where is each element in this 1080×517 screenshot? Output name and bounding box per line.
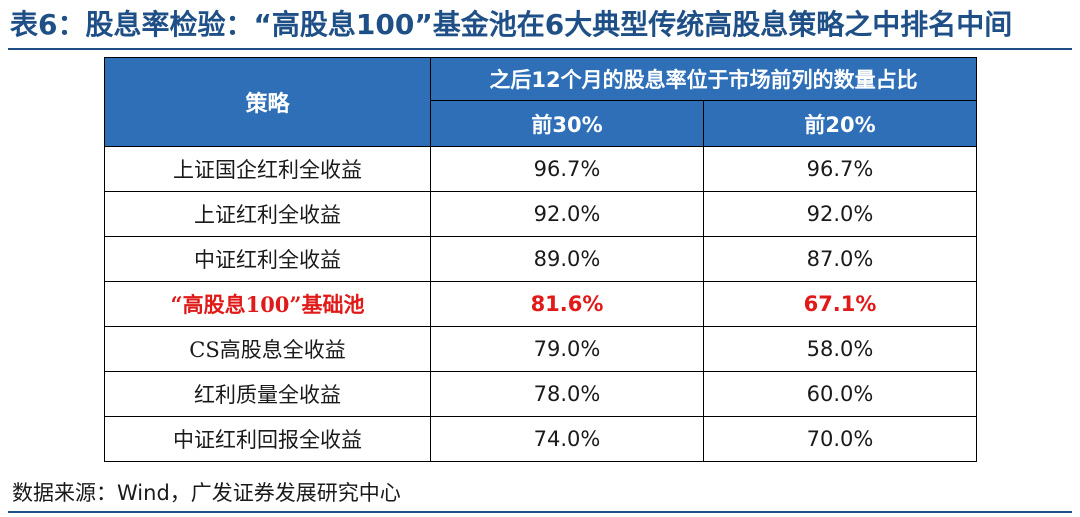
strategy-name-cell: 上证红利全收益: [104, 191, 431, 237]
bottom-divider: [8, 511, 1072, 513]
strategy-name-cell: 上证国企红利全收益: [104, 146, 431, 192]
top20-value-cell: 58.0%: [702, 326, 978, 372]
title-divider: [8, 48, 1072, 50]
top20-value-cell: 60.0%: [702, 371, 978, 417]
page-title: 表6：股息率检验：“高股息100”基金池在6大典型传统高股息策略之中排名中间: [10, 8, 1013, 41]
strategy-name-cell: 红利质量全收益: [104, 371, 431, 417]
top20-value-cell: 67.1%: [702, 281, 978, 327]
top30-value-cell: 78.0%: [430, 371, 704, 417]
top30-value-cell: 92.0%: [430, 191, 704, 237]
group-column-header: 之后12个月的股息率位于市场前列的数量占比: [429, 57, 978, 101]
data-table: 策略 之后12个月的股息率位于市场前列的数量占比 前30% 前20% 上证国企红…: [104, 57, 978, 462]
strategy-name-cell: 中证红利全收益: [104, 236, 431, 282]
top30-value-cell: 79.0%: [430, 326, 704, 372]
table-row: 中证红利全收益 89.0% 87.0%: [104, 236, 978, 282]
strategy-name-cell: “高股息100”基础池: [104, 281, 431, 327]
table-row: 红利质量全收益 78.0% 60.0%: [104, 371, 978, 417]
top30-value-cell: 96.7%: [430, 146, 704, 192]
top20-value-cell: 96.7%: [702, 146, 978, 192]
table-row: 上证国企红利全收益 96.7% 96.7%: [104, 146, 978, 192]
source-note: 数据来源：Wind，广发证券发展研究中心: [12, 481, 401, 505]
top20-value-cell: 92.0%: [702, 191, 978, 237]
strategy-name-cell: 中证红利回报全收益: [104, 416, 431, 462]
top20-value-cell: 70.0%: [702, 416, 978, 462]
highlighted-table-row: “高股息100”基础池 81.6% 67.1%: [104, 281, 978, 327]
top30-value-cell: 81.6%: [430, 281, 704, 327]
table-row: 上证红利全收益 92.0% 92.0%: [104, 191, 978, 237]
table-row: CS高股息全收益 79.0% 58.0%: [104, 326, 978, 372]
top30-value-cell: 89.0%: [430, 236, 704, 282]
strategy-column-header: 策略: [104, 57, 431, 147]
table-body: 上证国企红利全收益 96.7% 96.7% 上证红利全收益 92.0% 92.0…: [104, 146, 978, 462]
top30-value-cell: 74.0%: [430, 416, 704, 462]
top20-value-cell: 87.0%: [702, 236, 978, 282]
top20-column-header: 前20%: [702, 100, 978, 147]
strategy-name-cell: CS高股息全收益: [104, 326, 431, 372]
top30-column-header: 前30%: [430, 100, 704, 147]
table-row: 中证红利回报全收益 74.0% 70.0%: [104, 416, 978, 462]
